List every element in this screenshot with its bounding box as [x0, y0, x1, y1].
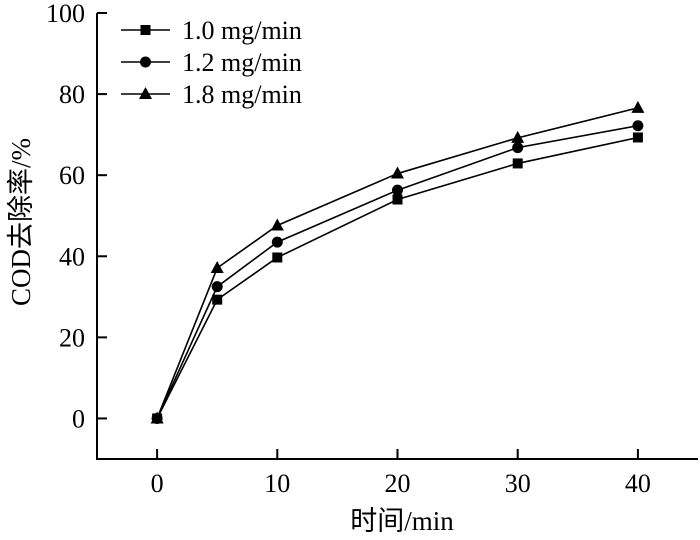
x-tick-label: 10 — [264, 469, 290, 498]
axis-frame — [96, 13, 698, 460]
triangle-marker — [150, 411, 164, 424]
circle-marker — [140, 56, 151, 68]
series-line — [156, 107, 639, 419]
triangle-marker — [210, 261, 224, 274]
x-tick-label: 0 — [151, 469, 164, 498]
square-marker — [512, 158, 523, 169]
legend-label: 1.0 mg/min — [182, 16, 302, 45]
triangle-marker — [139, 87, 152, 99]
legend-label: 1.2 mg/min — [182, 48, 302, 77]
square-marker — [140, 25, 151, 35]
y-tick-label: 80 — [59, 80, 85, 109]
axes — [96, 13, 698, 460]
triangle-marker — [391, 166, 404, 179]
circle-marker — [392, 184, 403, 196]
circle-marker — [512, 142, 524, 154]
y-tick-label: 60 — [59, 161, 85, 190]
square-marker — [272, 252, 283, 263]
legend-item: 1.8 mg/min — [121, 80, 302, 109]
triangle-marker — [270, 218, 284, 231]
circle-marker — [271, 236, 283, 248]
square-marker — [212, 294, 223, 305]
y-tick-label: 100 — [46, 0, 85, 28]
y-axis-label: COD去除率/% — [6, 138, 36, 306]
x-axis-label: 时间/min — [350, 506, 454, 536]
series-3 — [150, 100, 645, 424]
series-line — [156, 124, 639, 419]
triangle-marker — [631, 100, 645, 113]
series-line — [156, 136, 639, 419]
x-tick-label: 20 — [385, 469, 411, 498]
ticks: 0 20 40 60 80 100 0 10 20 30 40 — [46, 0, 651, 498]
square-marker — [392, 194, 403, 205]
legend-item: 1.0 mg/min — [121, 16, 302, 45]
circle-marker — [632, 120, 644, 132]
series-2 — [151, 120, 644, 424]
series-group — [150, 100, 645, 424]
y-tick-label: 40 — [59, 242, 85, 271]
triangle-marker — [511, 130, 525, 143]
circle-marker — [211, 281, 223, 293]
y-tick-label: 20 — [59, 323, 85, 352]
legend-label: 1.8 mg/min — [182, 80, 302, 109]
legend-item: 1.2 mg/min — [121, 48, 302, 77]
legend: 1.0 mg/min 1.2 mg/min 1.8 mg/min — [121, 16, 302, 109]
y-tick-label: 0 — [72, 404, 85, 433]
x-tick-label: 30 — [505, 469, 531, 498]
square-marker — [632, 132, 643, 143]
x-tick-label: 40 — [625, 469, 651, 498]
